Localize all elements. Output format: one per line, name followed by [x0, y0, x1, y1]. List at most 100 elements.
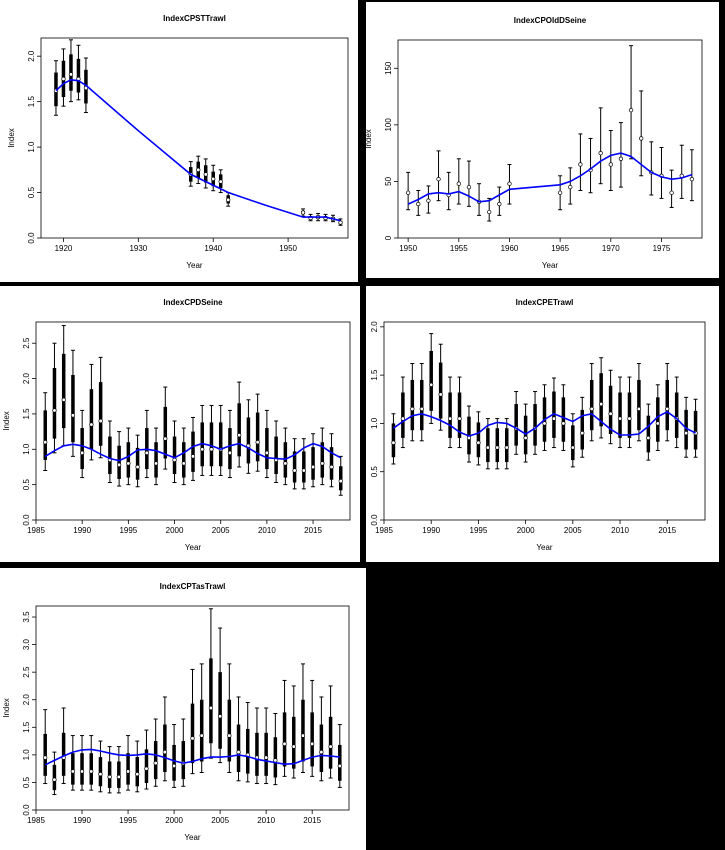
x-tick-label: 1970 — [602, 244, 620, 253]
data-point-2013 — [291, 685, 296, 779]
point-marker — [410, 406, 415, 412]
point-marker — [598, 150, 603, 156]
point-marker — [320, 461, 325, 466]
data-point-1990 — [80, 409, 85, 479]
data-point-1998 — [504, 418, 509, 470]
point-marker — [429, 382, 434, 387]
point-marker — [655, 421, 660, 426]
x-tick-label: 2010 — [258, 526, 276, 535]
data-point-2017 — [329, 433, 334, 488]
chart-panel-2: IndexCPOldDSeine 1950 1955 1960 1965 1970 1975… — [366, 2, 719, 278]
point-marker — [116, 462, 122, 467]
point-marker — [495, 445, 500, 450]
point-marker — [436, 177, 441, 182]
data-point-1951 — [416, 189, 421, 216]
point-marker — [551, 416, 557, 421]
x-tick-label: 2010 — [257, 816, 275, 825]
data-point-1920 — [61, 48, 66, 107]
data-point-2012 — [283, 427, 288, 486]
point-marker — [162, 749, 168, 755]
data-point-1988 — [410, 363, 415, 442]
data-point-2014 — [301, 438, 306, 490]
data-point-2006 — [227, 663, 232, 774]
point-marker — [665, 406, 670, 412]
data-point-1987 — [52, 751, 57, 796]
x-tick-label: 1940 — [204, 244, 222, 253]
point-marker — [264, 450, 270, 455]
plot-frame — [383, 321, 706, 521]
data-point-1999 — [514, 391, 519, 455]
y-tick-label: 1.0 — [22, 443, 31, 455]
y-tick-label: 150 — [384, 61, 393, 75]
data-point-1991 — [89, 735, 94, 791]
point-marker — [618, 156, 624, 161]
x-tick-label: 1990 — [73, 816, 91, 825]
x-tick-label: 2010 — [611, 526, 629, 535]
data-point-2000 — [172, 420, 177, 484]
x-tick-label: 2015 — [303, 816, 321, 825]
plot-frame — [40, 37, 349, 239]
data-point-1994 — [466, 405, 472, 463]
data-point-1991 — [89, 363, 94, 461]
point-marker — [416, 201, 421, 207]
data-point-1988 — [61, 707, 66, 785]
y-tick-label: 1.5 — [22, 408, 31, 420]
data-point-1921 — [68, 39, 74, 103]
x-tick-label: 2015 — [658, 526, 676, 535]
data-point-1989 — [419, 363, 424, 442]
x-tick-label: 2000 — [166, 526, 184, 535]
y-tick-label: 1.0 — [22, 749, 31, 761]
point-marker — [310, 464, 316, 470]
x-axis-label: Year — [536, 543, 553, 552]
data-point-2003 — [200, 404, 205, 476]
data-point-1990 — [429, 333, 434, 424]
y-tick-label: 50 — [384, 176, 393, 185]
x-tick-label: 1955 — [450, 244, 468, 253]
y-axis-label: Index — [7, 128, 16, 148]
data-point-1989 — [70, 735, 75, 791]
data-point-2009 — [255, 393, 260, 472]
point-marker — [61, 397, 66, 402]
data-point-1993 — [107, 420, 113, 484]
data-point-1952 — [426, 185, 431, 214]
data-point-1960 — [507, 163, 512, 205]
y-tick-label: 0.0 — [22, 804, 31, 816]
point-marker — [200, 447, 205, 452]
data-point-1999 — [162, 696, 168, 782]
chart-svg-4: IndexCPETrawl 1985 1990 1995 2000 2005 2010 201… — [370, 298, 706, 552]
y-tick-label: 1.5 — [27, 96, 36, 108]
point-marker — [43, 440, 48, 445]
data-point-1958 — [487, 197, 492, 222]
y-tick-label: 2.0 — [27, 50, 36, 62]
data-point-2011 — [273, 420, 279, 484]
x-tick-label: 2005 — [212, 526, 230, 535]
y-tick-label: 100 — [384, 118, 393, 132]
y-tick-label: 2.0 — [370, 321, 379, 333]
x-tick-label: 1990 — [73, 526, 91, 535]
data-point-1967 — [578, 133, 583, 191]
data-point-1972 — [628, 45, 634, 160]
point-marker — [504, 445, 509, 450]
data-point-2007 — [237, 381, 242, 468]
y-axis-label: Index — [2, 411, 11, 431]
data-point-2012 — [282, 679, 287, 777]
x-tick-label: 1985 — [27, 526, 45, 535]
chart-title: IndexCPETrawl — [516, 298, 574, 307]
point-marker — [497, 201, 502, 207]
data-point-2005 — [570, 413, 575, 468]
data-point-2006 — [227, 409, 233, 479]
data-point-1997 — [144, 409, 149, 479]
data-point-1989 — [70, 349, 76, 457]
data-point-1998 — [153, 718, 158, 787]
point-marker — [400, 416, 406, 421]
data-point-2004 — [208, 608, 214, 759]
point-marker — [426, 198, 431, 203]
y-tick-label: 0.5 — [27, 186, 36, 198]
point-marker — [263, 755, 269, 760]
y-axis-label: Index — [2, 698, 11, 718]
point-marker — [608, 411, 613, 416]
data-point-1995 — [125, 735, 131, 791]
point-marker — [153, 760, 158, 766]
chart-panel-1: IndexCPSTTrawl 1920 1930 1940 1950 0.0 0.5 1.0 1… — [0, 0, 358, 282]
data-point-2002 — [542, 384, 547, 451]
